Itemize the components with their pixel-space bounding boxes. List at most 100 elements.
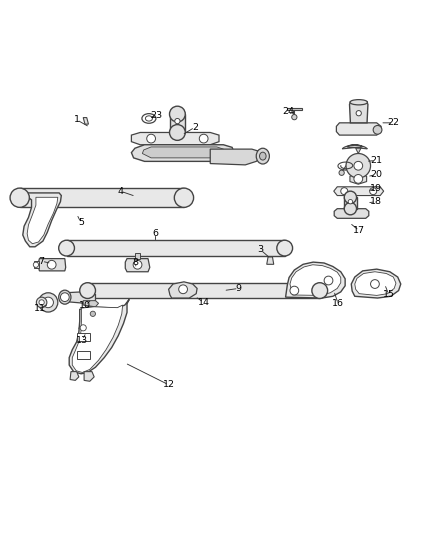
Ellipse shape bbox=[142, 114, 156, 123]
Polygon shape bbox=[77, 351, 90, 359]
Ellipse shape bbox=[256, 148, 269, 164]
Text: 12: 12 bbox=[162, 380, 175, 389]
Circle shape bbox=[354, 161, 363, 170]
Text: 14: 14 bbox=[198, 298, 210, 307]
Circle shape bbox=[371, 280, 379, 288]
Polygon shape bbox=[84, 372, 94, 381]
Circle shape bbox=[354, 174, 363, 183]
Polygon shape bbox=[351, 269, 401, 298]
Ellipse shape bbox=[350, 100, 367, 105]
Text: 20: 20 bbox=[370, 170, 382, 179]
Text: 17: 17 bbox=[353, 226, 365, 235]
Polygon shape bbox=[69, 300, 129, 374]
Text: 18: 18 bbox=[370, 197, 382, 206]
Polygon shape bbox=[342, 144, 367, 149]
Polygon shape bbox=[131, 133, 219, 145]
Text: 11: 11 bbox=[34, 304, 46, 313]
Polygon shape bbox=[72, 305, 123, 373]
Text: 15: 15 bbox=[383, 290, 395, 300]
Text: 23: 23 bbox=[151, 111, 163, 120]
Polygon shape bbox=[20, 188, 184, 207]
Text: 16: 16 bbox=[332, 299, 344, 308]
Ellipse shape bbox=[145, 116, 152, 121]
Text: 22: 22 bbox=[387, 118, 399, 127]
Polygon shape bbox=[23, 193, 61, 247]
Ellipse shape bbox=[277, 240, 293, 256]
Polygon shape bbox=[135, 253, 140, 259]
Ellipse shape bbox=[170, 106, 185, 122]
Circle shape bbox=[47, 260, 56, 269]
Text: 9: 9 bbox=[236, 284, 242, 293]
Polygon shape bbox=[88, 282, 320, 298]
Ellipse shape bbox=[344, 191, 357, 204]
Circle shape bbox=[290, 286, 299, 295]
Circle shape bbox=[39, 300, 44, 305]
Ellipse shape bbox=[170, 125, 185, 140]
Circle shape bbox=[36, 297, 47, 308]
Polygon shape bbox=[334, 209, 369, 219]
Polygon shape bbox=[34, 261, 39, 268]
Polygon shape bbox=[79, 324, 88, 330]
Text: 5: 5 bbox=[78, 218, 84, 227]
Polygon shape bbox=[290, 265, 341, 295]
Polygon shape bbox=[334, 187, 384, 196]
Polygon shape bbox=[67, 240, 285, 256]
Ellipse shape bbox=[344, 203, 357, 215]
Ellipse shape bbox=[59, 240, 74, 256]
Polygon shape bbox=[287, 108, 302, 110]
Circle shape bbox=[175, 118, 180, 124]
Text: 13: 13 bbox=[76, 336, 88, 344]
Circle shape bbox=[348, 199, 353, 204]
Polygon shape bbox=[355, 272, 396, 295]
Ellipse shape bbox=[80, 282, 95, 298]
Circle shape bbox=[324, 276, 333, 285]
Polygon shape bbox=[83, 118, 88, 124]
Polygon shape bbox=[170, 114, 185, 133]
Ellipse shape bbox=[259, 152, 266, 160]
Circle shape bbox=[339, 170, 344, 175]
Text: 21: 21 bbox=[370, 156, 382, 165]
Polygon shape bbox=[142, 147, 223, 158]
Circle shape bbox=[356, 110, 361, 116]
Circle shape bbox=[370, 188, 377, 195]
Ellipse shape bbox=[312, 282, 328, 298]
Text: 10: 10 bbox=[79, 301, 92, 310]
Circle shape bbox=[43, 297, 53, 308]
Circle shape bbox=[33, 262, 39, 268]
Circle shape bbox=[80, 325, 86, 331]
Ellipse shape bbox=[59, 290, 71, 304]
Circle shape bbox=[346, 154, 371, 178]
Circle shape bbox=[39, 293, 58, 312]
Circle shape bbox=[147, 134, 155, 143]
Polygon shape bbox=[77, 333, 90, 341]
Text: 19: 19 bbox=[370, 184, 382, 193]
Polygon shape bbox=[344, 197, 357, 209]
Polygon shape bbox=[70, 372, 79, 381]
Polygon shape bbox=[125, 259, 150, 272]
Circle shape bbox=[292, 115, 297, 120]
Polygon shape bbox=[210, 149, 263, 165]
Circle shape bbox=[179, 285, 187, 294]
Text: 6: 6 bbox=[152, 229, 159, 238]
Polygon shape bbox=[169, 282, 197, 298]
Ellipse shape bbox=[10, 188, 29, 207]
Polygon shape bbox=[83, 301, 99, 307]
Text: 4: 4 bbox=[117, 187, 124, 196]
Text: 8: 8 bbox=[133, 257, 139, 266]
Polygon shape bbox=[267, 257, 274, 264]
Polygon shape bbox=[350, 102, 368, 123]
Polygon shape bbox=[356, 148, 361, 154]
Ellipse shape bbox=[174, 188, 194, 207]
Circle shape bbox=[341, 188, 348, 195]
Text: 2: 2 bbox=[192, 123, 198, 132]
Polygon shape bbox=[39, 259, 66, 271]
Circle shape bbox=[373, 125, 382, 134]
Polygon shape bbox=[60, 292, 95, 304]
Circle shape bbox=[90, 311, 95, 317]
Text: 1: 1 bbox=[74, 115, 80, 124]
Polygon shape bbox=[286, 262, 345, 298]
Circle shape bbox=[199, 134, 208, 143]
Text: 7: 7 bbox=[39, 257, 45, 266]
Polygon shape bbox=[131, 145, 234, 161]
Circle shape bbox=[133, 260, 142, 269]
